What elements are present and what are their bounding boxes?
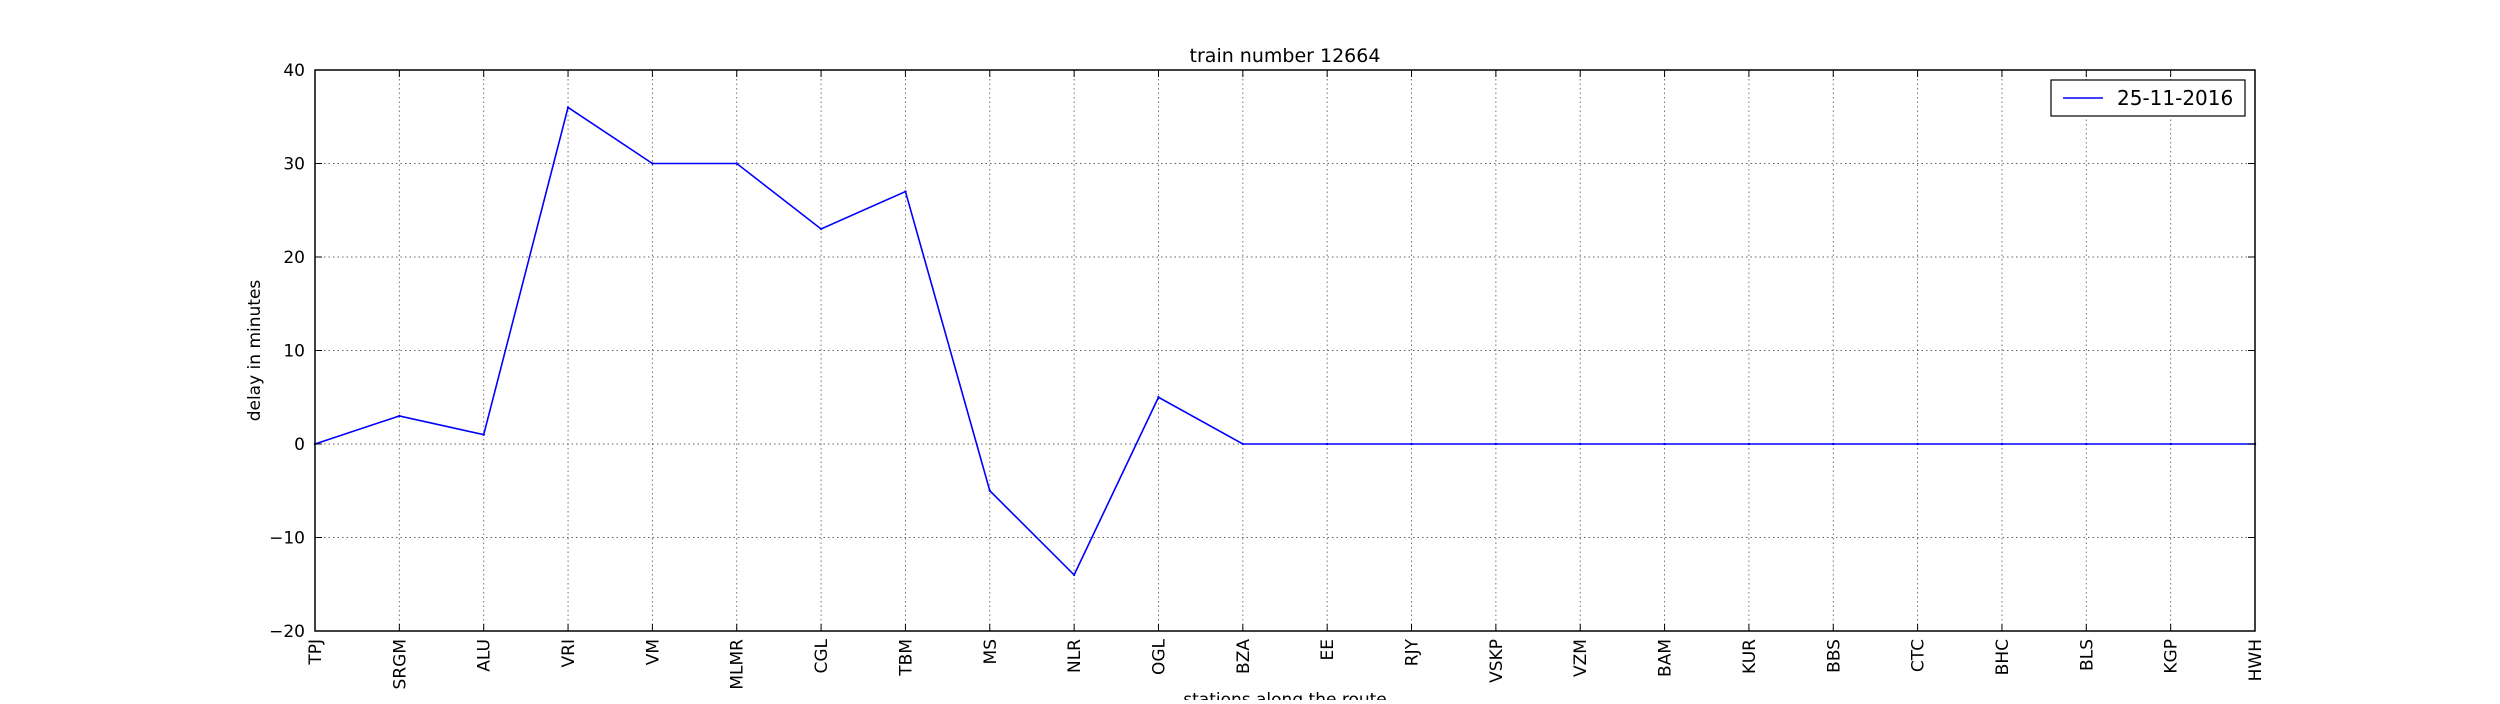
x-tick-label-cgl: CGL: [812, 638, 832, 673]
x-tick-label-tbm: TBM: [896, 639, 916, 677]
x-tick-label-vri: VRI: [559, 639, 579, 667]
x-tick-label-ctc: CTC: [1909, 639, 1929, 672]
data-point-bza: [1241, 442, 1245, 446]
data-point-vskp: [1494, 442, 1498, 446]
data-point-ctc: [1916, 442, 1919, 446]
x-tick-label-bza: BZA: [1234, 639, 1254, 674]
y-tick-label: 0: [294, 435, 305, 455]
x-tick-label-ee: EE: [1318, 639, 1338, 660]
series-line: [314, 106, 2255, 577]
x-tick-label-vzm: VZM: [1571, 639, 1591, 677]
y-tick-label: −20: [269, 622, 305, 642]
x-axis-label: stations along the route: [1183, 690, 1387, 700]
x-tick-label-bam: BAM: [1656, 639, 1676, 677]
x-tick-label-tpj: TPJ: [306, 639, 326, 666]
data-point-bhc: [2000, 442, 2004, 446]
x-tick-label-srgm: SRGM: [390, 639, 410, 689]
plot-area: [314, 69, 2256, 632]
x-tick-label-alu: ALU: [475, 639, 495, 672]
data-point-vzm: [1579, 442, 1582, 446]
data-point-tbm: [904, 190, 907, 193]
data-point-ms: [988, 489, 991, 492]
y-tick-label: −10: [269, 529, 305, 549]
x-tick-label-bhc: BHC: [1993, 639, 2013, 675]
x-tick-label-hwh: HWH: [2246, 639, 2266, 681]
data-point-kur: [1747, 442, 1751, 446]
y-tick-label: 20: [283, 248, 305, 268]
x-tick-label-kur: KUR: [1740, 639, 1760, 674]
x-tick-label-vm: VM: [643, 639, 663, 665]
data-point-rjy: [1410, 442, 1413, 446]
x-tick-label-vskp: VSKP: [1487, 639, 1507, 683]
grid: [314, 69, 2256, 632]
x-tick-label-kgp: KGP: [2162, 639, 2182, 674]
legend-label: 25-11-2016: [2117, 86, 2233, 110]
data-point-bam: [1663, 442, 1666, 446]
y-tick-label: 30: [283, 155, 305, 175]
data-point-alu: [482, 433, 485, 436]
data-point-srgm: [398, 414, 401, 418]
data-point-nlr: [1072, 573, 1076, 577]
data-point-vri: [566, 106, 570, 109]
x-tick-label-mlmr: MLMR: [728, 639, 748, 690]
data-point-bls: [2085, 442, 2088, 446]
chart-title: train number 12664: [1190, 45, 1381, 67]
y-tick-label: 40: [283, 61, 305, 81]
data-point-bbs: [1832, 442, 1835, 446]
data-point-mlmr: [735, 162, 738, 165]
x-tick-label-nlr: NLR: [1065, 639, 1085, 673]
data-point-kgp: [2169, 442, 2172, 446]
y-axis-label: delay in minutes: [245, 280, 265, 422]
x-tick-label-bls: BLS: [2077, 639, 2097, 671]
x-tick-label-rjy: RJY: [1403, 638, 1423, 666]
data-point-ee: [1325, 442, 1329, 446]
data-point-cgl: [819, 227, 823, 231]
x-tick-label-ms: MS: [981, 639, 1001, 664]
data-point-ogl: [1157, 396, 1160, 399]
legend: 25-11-2016: [2050, 79, 2246, 117]
axis-ticks: −20 −10 0 10 20 30 40 TPJ SRGM ALU VRI VM MLMR CGL TBM…: [269, 61, 2266, 690]
series-layer: [313, 106, 2257, 577]
y-tick-label: 10: [283, 342, 305, 362]
x-tick-label-ogl: OGL: [1149, 638, 1169, 675]
data-point-vm: [651, 162, 654, 165]
x-tick-label-bbs: BBS: [1824, 639, 1844, 673]
